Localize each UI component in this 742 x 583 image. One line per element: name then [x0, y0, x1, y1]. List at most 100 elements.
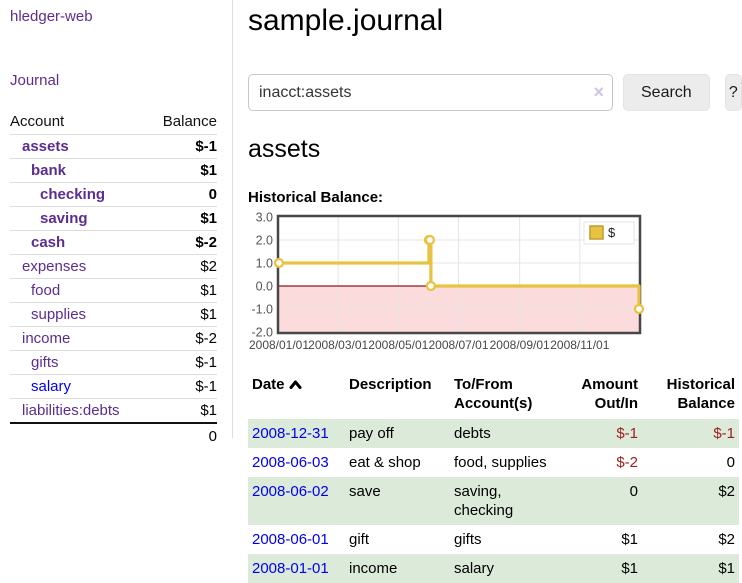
transaction-date-link[interactable]: 2008-12-31 — [252, 425, 329, 442]
account-row: bank $1 — [10, 158, 217, 183]
account-row: food $1 — [10, 278, 217, 303]
account-link[interactable]: checking — [40, 186, 106, 203]
chart-section-label: Historical Balance: — [248, 189, 384, 206]
accounts-table-header: Account Balance — [10, 110, 217, 135]
account-balance: $-1 — [195, 138, 217, 155]
account-balance: $-1 — [195, 378, 217, 395]
transaction-amount: $1 — [621, 560, 638, 577]
account-row: cash $-2 — [10, 230, 217, 255]
svg-text:-2.0: -2.0 — [251, 326, 273, 340]
help-button[interactable]: ? — [724, 74, 742, 111]
transaction-accounts: saving, checking — [454, 483, 514, 519]
transaction-row: 2008-06-03 eat & shop food, supplies $-2 0 — [248, 448, 739, 477]
transaction-row: 2008-06-01 gift gifts $1 $2 — [248, 525, 739, 554]
search-button[interactable]: Search — [623, 74, 710, 111]
search-box: × — [248, 74, 613, 111]
account-balance: $-2 — [195, 234, 217, 251]
transaction-row: 2008-01-01 income salary $1 $1 — [248, 554, 739, 583]
account-row: checking 0 — [10, 182, 217, 207]
page-title: sample.journal — [248, 4, 444, 37]
historical-balance-chart: $3.0 2.0 1.0 0.0 -1.0 -2.0 2008/01/01 2008/03/0… — [248, 211, 672, 354]
transaction-date-link[interactable]: 2008-01-01 — [252, 560, 329, 577]
transaction-balance: $2 — [718, 483, 735, 500]
svg-text:-1.0: -1.0 — [251, 303, 273, 317]
account-row: expenses $2 — [10, 254, 217, 279]
account-link[interactable]: supplies — [31, 306, 87, 323]
account-row: supplies $1 — [10, 302, 217, 327]
legend-label: $ — [608, 225, 616, 240]
sidebar: hledger-web Journal Account Balance asse… — [0, 0, 233, 445]
sidebar-item-journal[interactable]: Journal — [10, 72, 60, 89]
account-link[interactable]: saving — [40, 210, 88, 227]
svg-text:2.0: 2.0 — [256, 234, 273, 248]
column-header-accounts: To/From Account(s) — [454, 376, 533, 412]
transaction-accounts: salary — [454, 560, 495, 577]
account-link[interactable]: bank — [31, 162, 67, 179]
account-balance: $-2 — [195, 330, 217, 347]
account-row: assets $-1 — [10, 134, 217, 159]
accounts-table: Account Balance assets $-1 bank $1 checking 0… — [10, 110, 217, 449]
transaction-date-link[interactable]: 2008-06-01 — [252, 531, 329, 548]
transaction-date-link[interactable]: 2008-06-02 — [252, 483, 329, 500]
register-table: Date Description To/From Account(s) Amou… — [248, 371, 739, 583]
column-header-balance: Historical Balance — [666, 376, 735, 412]
transaction-accounts: food, supplies — [454, 454, 547, 471]
account-link[interactable]: cash — [31, 234, 66, 251]
svg-text:2008/05/01: 2008/05/01 — [368, 338, 428, 352]
sort-asc-icon — [289, 375, 302, 394]
app-title-link[interactable]: hledger-web — [10, 8, 93, 25]
column-header-description: Description — [349, 376, 432, 393]
transaction-amount: $1 — [621, 531, 638, 548]
account-link[interactable]: expenses — [22, 258, 87, 275]
transaction-accounts: gifts — [454, 531, 482, 548]
transaction-description: save — [349, 483, 381, 500]
account-column-header: Account — [10, 113, 65, 130]
account-link[interactable]: food — [31, 282, 61, 299]
balance-column-header: Balance — [162, 113, 217, 130]
register-header-row: Date Description To/From Account(s) Amou… — [248, 371, 739, 419]
legend-swatch — [589, 225, 604, 240]
account-balance: 0 — [208, 186, 217, 203]
transaction-balance: 0 — [726, 454, 735, 471]
account-row: gifts $-1 — [10, 350, 217, 375]
transaction-balance: $1 — [718, 560, 735, 577]
account-link[interactable]: salary — [31, 378, 72, 395]
account-link[interactable]: assets — [22, 138, 69, 155]
transaction-date-link[interactable]: 2008-06-03 — [252, 454, 329, 471]
transaction-description: gift — [349, 531, 370, 548]
account-link[interactable]: income — [22, 330, 71, 347]
account-balance: $1 — [200, 162, 217, 179]
svg-text:2008/01/01: 2008/01/01 — [249, 338, 309, 352]
svg-text:1.0: 1.0 — [256, 257, 273, 271]
transaction-row: 2008-12-31 pay off debts $-1 $-1 — [248, 419, 739, 448]
transaction-balance: $-1 — [713, 425, 735, 442]
column-header-date-label: Date — [252, 376, 285, 393]
account-row: saving $1 — [10, 206, 217, 231]
account-balance: $-1 — [195, 354, 217, 371]
main-content: sample.journal × Search ? assets Histori… — [233, 0, 742, 583]
transaction-amount: 0 — [629, 483, 638, 500]
account-balance: $1 — [200, 306, 217, 323]
account-link[interactable]: gifts — [31, 354, 59, 371]
svg-text:2008/11/01: 2008/11/01 — [550, 338, 609, 352]
transaction-description: pay off — [349, 425, 394, 442]
transaction-row: 2008-06-02 save saving, checking 0 $2 — [248, 477, 739, 525]
column-header-date[interactable]: Date — [248, 371, 345, 419]
svg-text:0.0: 0.0 — [256, 280, 273, 294]
search-input[interactable] — [248, 74, 613, 111]
transaction-description: eat & shop — [349, 454, 421, 471]
transaction-accounts: debts — [454, 425, 491, 442]
account-row: liabilities:debts $1 — [10, 398, 217, 424]
account-link[interactable]: liabilities:debts — [22, 402, 120, 419]
svg-text:2008/09/01: 2008/09/01 — [490, 338, 550, 352]
transaction-description: income — [349, 560, 398, 577]
account-balance: $1 — [200, 402, 217, 419]
clear-search-icon[interactable]: × — [593, 82, 604, 102]
svg-text:3.0: 3.0 — [256, 212, 273, 225]
account-row: income $-2 — [10, 326, 217, 351]
account-balance: $2 — [200, 258, 217, 275]
svg-text:2008/07/01: 2008/07/01 — [428, 338, 488, 352]
account-balance: $1 — [200, 282, 217, 299]
transaction-amount: $-2 — [616, 454, 638, 471]
